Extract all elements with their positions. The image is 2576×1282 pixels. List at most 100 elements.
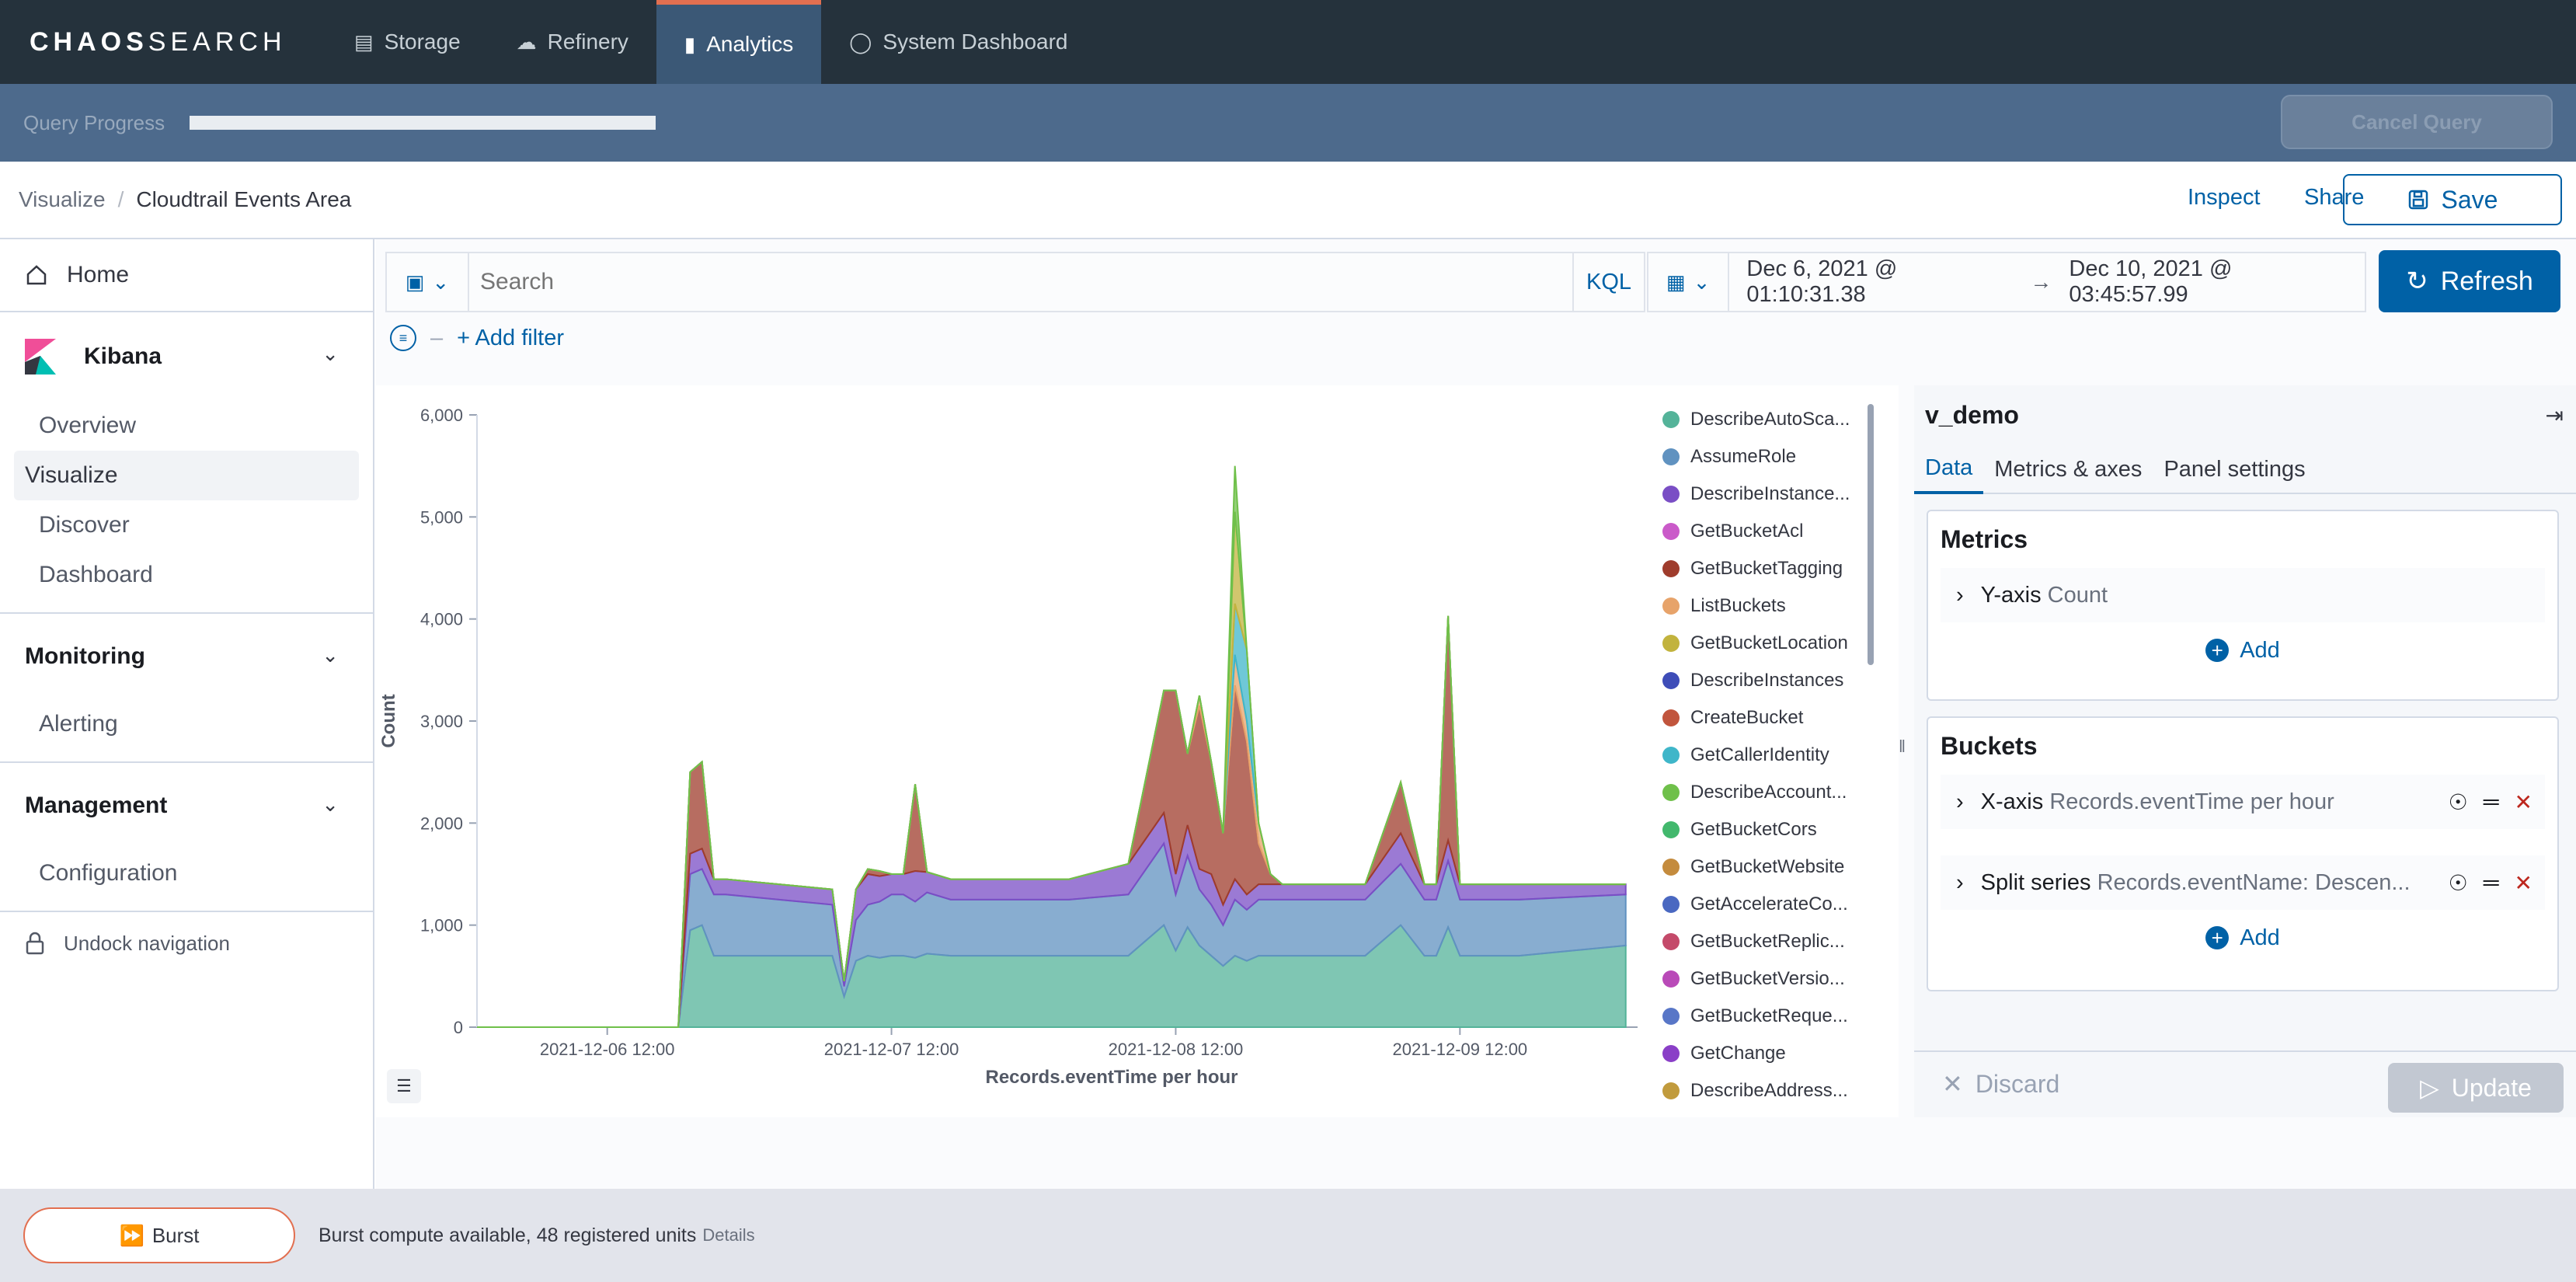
home-icon (26, 265, 47, 285)
date-start[interactable]: Dec 6, 2021 @ 01:10:31.38 (1746, 256, 1898, 307)
save-button[interactable]: Save (2343, 174, 2562, 225)
add-filter-link[interactable]: + Add filter (457, 325, 564, 350)
legend-item[interactable]: GetBucketReplic... (1662, 923, 1864, 960)
legend-item[interactable]: GetBucketReque... (1662, 998, 1864, 1035)
plus-icon: + (2205, 639, 2230, 662)
legend-item[interactable]: GetBucketLocation (1662, 625, 1864, 662)
kibana-logo-icon (25, 339, 56, 374)
drag-handle-icon[interactable]: ═ (2483, 789, 2499, 813)
legend-item[interactable]: DescribeAutoSca... (1662, 401, 1864, 438)
y-tick-label: 3,000 (420, 712, 463, 731)
cancel-query-button[interactable]: Cancel Query (2281, 95, 2553, 149)
close-icon[interactable]: ✕ (2514, 789, 2532, 814)
legend-dot (1662, 859, 1680, 876)
chevron-right-icon: › (1956, 582, 1964, 608)
legend-item[interactable]: GetCallerIdentity (1662, 737, 1864, 774)
tab-data[interactable]: Data (1914, 444, 1984, 494)
query-progress-label: Query Progress (23, 110, 165, 134)
sidebar-home[interactable]: Home (0, 239, 373, 312)
tab-system-dashboard[interactable]: ◯ System Dashboard (849, 30, 1068, 54)
legend-label: GetBucketAcl (1690, 521, 1804, 542)
legend-label: GetAccelerateCo... (1690, 894, 1848, 914)
legend-item[interactable]: GetBucketVersio... (1662, 960, 1864, 998)
date-quick-menu-button[interactable]: ▦ ⌄ (1648, 253, 1730, 311)
metric-y-axis[interactable]: › Y-axis Count (1941, 568, 2545, 622)
panel-resize-handle[interactable]: ‖ (1899, 737, 1906, 756)
inspect-link[interactable]: Inspect (2188, 185, 2261, 210)
y-tick-label: 4,000 (420, 610, 463, 629)
tab-refinery[interactable]: ☁ Refinery (516, 30, 628, 54)
query-bar: ▣ ⌄ KQL (385, 252, 1645, 312)
chevron-down-icon: ⌄ (322, 793, 339, 816)
legend-item[interactable]: DescribeAddress... (1662, 1072, 1864, 1110)
calendar-icon: ▦ (1666, 270, 1686, 294)
tab-metrics-axes[interactable]: Metrics & axes (1994, 456, 2143, 482)
editor-footer: ✕ Discard ▷ Update (1914, 1050, 2576, 1117)
bucket-x-axis[interactable]: › X-axis Records.eventTime per hour ☉ ═ … (1941, 775, 2545, 829)
sidebar-item-dashboard[interactable]: Dashboard (39, 562, 153, 587)
legend-item[interactable]: GetChange (1662, 1035, 1864, 1072)
sidebar-section-kibana[interactable]: Kibana ⌄ (0, 312, 373, 401)
add-bucket-button[interactable]: + Add (1928, 910, 2557, 966)
legend-item[interactable]: GetAccelerateCo... (1662, 886, 1864, 923)
breadcrumb-visualize[interactable]: Visualize (19, 187, 106, 211)
drag-handle-icon[interactable]: ═ (2483, 869, 2499, 894)
saved-query-button[interactable]: ▣ ⌄ (387, 253, 469, 311)
legend-item[interactable]: GetBucketWebsite (1662, 848, 1864, 886)
sidebar-item-alerting[interactable]: Alerting (39, 711, 118, 737)
legend-item[interactable]: ListBuckets (1662, 587, 1864, 625)
legend-item[interactable]: DescribeAccount... (1662, 774, 1864, 811)
legend-item[interactable]: AssumeRole (1662, 438, 1864, 476)
query-progress-fill (190, 116, 656, 130)
sidebar-section-monitoring[interactable]: Monitoring ⌄ (25, 643, 339, 669)
update-button[interactable]: ▷ Update (2388, 1063, 2564, 1113)
legend-item[interactable]: GetBucketCors (1662, 811, 1864, 848)
main-content: ▣ ⌄ KQL ▦ ⌄ Dec 6, 2021 @ 01:10:31.38 → … (376, 239, 2576, 1189)
undock-navigation[interactable]: Undock navigation (0, 912, 373, 974)
burst-details-link[interactable]: Details (702, 1225, 755, 1245)
sidebar-item-visualize[interactable]: Visualize (14, 451, 359, 500)
tab-panel-settings[interactable]: Panel settings (2163, 456, 2306, 482)
burst-status: Burst compute available, 48 registered u… (319, 1224, 697, 1246)
eye-icon[interactable]: ☉ (2448, 789, 2468, 814)
sidebar-item-overview[interactable]: Overview (39, 413, 137, 438)
editor-title: v_demo (1925, 401, 2019, 429)
bucket-split-series[interactable]: › Split series Records.eventName: Descen… (1941, 855, 2545, 910)
search-input[interactable] (469, 253, 1572, 311)
legend-label: GetBucketTagging (1690, 558, 1843, 579)
legend-dot (1662, 635, 1680, 652)
share-link[interactable]: Share (2304, 185, 2365, 210)
legend-item[interactable]: GetBucketAcl (1662, 513, 1864, 550)
close-icon: ✕ (1942, 1070, 1963, 1098)
dashboard-icon: ◯ (849, 30, 872, 54)
legend-dot (1662, 1045, 1680, 1062)
legend-item[interactable]: DescribeInstance... (1662, 476, 1864, 513)
legend-scrollbar[interactable] (1868, 404, 1874, 665)
refresh-button[interactable]: ↻ Refresh (2379, 250, 2560, 312)
legend-dot (1662, 597, 1680, 615)
query-progress-bar: Query Progress Cancel Query (0, 84, 2576, 162)
discard-button[interactable]: ✕ Discard (1942, 1069, 2060, 1099)
sidebar-section-management[interactable]: Management ⌄ (25, 793, 339, 818)
legend-item[interactable]: GetBucketTagging (1662, 550, 1864, 587)
eye-icon[interactable]: ☉ (2448, 870, 2468, 895)
legend-label: CreateBucket (1690, 707, 1804, 728)
filter-icon[interactable]: ≡ (390, 325, 416, 351)
kql-toggle[interactable]: KQL (1572, 253, 1644, 311)
collapse-icon[interactable]: ⇥ (2545, 403, 2564, 427)
sidebar-item-discover[interactable]: Discover (39, 512, 130, 538)
legend-label: ListBuckets (1690, 595, 1786, 616)
tab-analytics[interactable]: ▮ Analytics (656, 0, 822, 84)
sidebar-item-configuration[interactable]: Configuration (39, 860, 178, 886)
legend-item[interactable]: DescribeInstances (1662, 662, 1864, 699)
list-icon[interactable]: ☰ (387, 1069, 421, 1103)
date-end[interactable]: Dec 10, 2021 @ 03:45:57.99 (2069, 256, 2233, 307)
close-icon[interactable]: ✕ (2514, 870, 2532, 895)
brand-logo[interactable]: CHAOS SEARCH (30, 26, 287, 57)
legend-label: GetBucketCors (1690, 819, 1817, 840)
tab-storage[interactable]: ▤ Storage (354, 30, 461, 54)
burst-button[interactable]: ⏩ Burst (23, 1207, 295, 1263)
legend-item[interactable]: CreateBucket (1662, 699, 1864, 737)
storage-icon: ▤ (354, 30, 374, 54)
add-metric-button[interactable]: + Add (1928, 622, 2557, 678)
